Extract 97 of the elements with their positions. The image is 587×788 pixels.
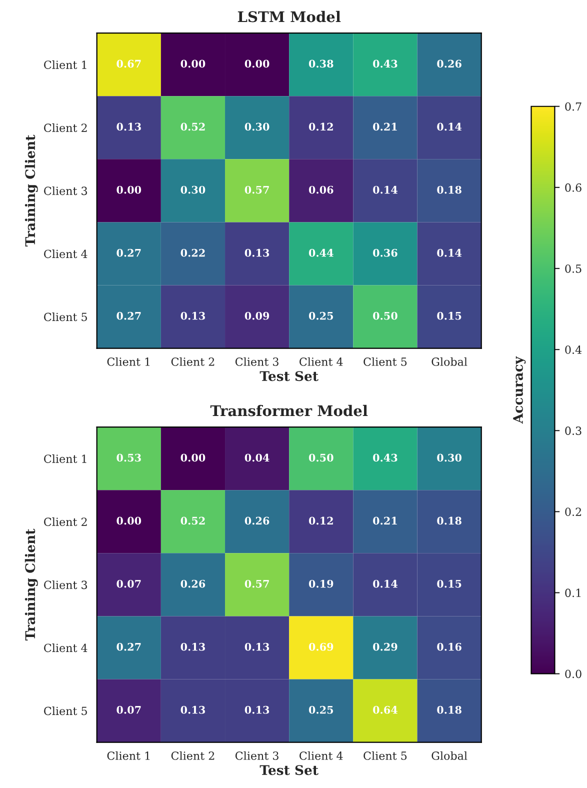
color-bar-label: 0.0 [565,670,582,678]
data-label: 0.13 [180,706,205,714]
data-label: 0.00 [180,60,206,68]
data-label: 0.13 [244,248,270,257]
data-label: 0.15 [437,312,462,320]
data-label: 0.38 [308,60,334,68]
data-label: 0.13 [244,706,270,714]
x-tick-label: Client 5 [364,357,407,366]
data-label: 0.04 [244,454,270,462]
data-label: 0.12 [308,122,333,131]
x-tick-label: Global [432,751,468,760]
y-tick-label: Client 3 [44,580,87,590]
y-axis-title: Training Client [24,528,38,641]
chart-title: Transformer Model [210,404,368,416]
x-tick-label: Client 1 [107,751,150,760]
x-tick-label: Client 2 [171,357,214,366]
data-label: 0.27 [116,642,141,651]
data-label: 0.50 [308,454,334,462]
data-label: 0.25 [308,706,334,714]
data-label: 0.14 [373,186,398,194]
data-label: 0.53 [116,454,141,462]
data-label: 0.14 [437,122,462,131]
data-label: 0.30 [437,454,462,462]
x-tick-label: Client 2 [171,751,214,760]
y-tick-label: Client 4 [44,644,88,652]
data-label: 0.57 [244,580,269,588]
data-label: 0.26 [180,580,206,588]
x-tick-label: Client 5 [364,751,407,760]
data-label: 0.14 [437,248,462,257]
data-label: 0.19 [308,580,334,588]
chart-title: LSTM Model [238,10,341,22]
data-label: 0.00 [116,516,142,525]
data-label: 0.18 [437,706,462,714]
data-label: 0.43 [373,454,398,462]
y-tick-label: Client 2 [44,123,87,132]
x-tick-label: Global [432,357,468,366]
data-label: 0.00 [116,186,142,194]
data-label: 0.21 [373,516,397,525]
y-axis-title: Training Client [24,134,38,247]
data-label: 0.27 [116,248,141,257]
y-tick-label: Client 4 [44,250,88,258]
y-tick-label: Client 3 [44,186,87,196]
data-label: 0.22 [180,248,205,257]
data-label: 0.36 [373,248,398,257]
data-label: 0.69 [308,642,334,651]
data-label: 0.30 [244,122,270,131]
data-label: 0.26 [437,60,462,68]
data-label: 0.00 [180,454,206,462]
data-label: 0.52 [180,122,205,131]
data-label: 0.43 [373,60,398,68]
data-label: 0.52 [180,516,205,525]
x-axis-title: Test Set [260,765,318,776]
data-label: 0.13 [244,642,270,651]
x-tick-label: Client 3 [235,751,278,760]
x-tick-label: Client 1 [107,357,150,366]
data-label: 0.18 [437,516,462,525]
y-tick-label: Client 5 [44,706,87,716]
color-bar-label: 0.3 [565,426,582,435]
data-label: 0.14 [373,580,398,588]
color-bar-title: Accuracy [513,356,526,424]
data-label: 0.21 [373,122,397,131]
data-label: 0.15 [437,580,462,588]
color-bar-label: 0.2 [565,508,582,516]
data-label: 0.30 [180,186,206,194]
y-tick-label: Client 2 [44,517,87,526]
y-tick-label: Client 5 [44,312,87,322]
data-label: 0.12 [308,516,333,525]
data-label: 0.64 [373,706,398,714]
data-label: 0.00 [244,60,270,68]
data-label: 0.25 [308,312,334,320]
y-tick-label: Client 1 [44,60,86,69]
data-label: 0.13 [180,312,205,320]
color-bar-label: 0.4 [565,346,582,354]
x-tick-label: Client 4 [300,357,343,366]
data-label: 0.29 [373,642,398,651]
data-label: 0.57 [244,186,269,194]
color-bar-label: 0.7 [565,102,582,111]
data-label: 0.50 [373,312,398,320]
data-label: 0.67 [116,60,141,68]
data-label: 0.07 [116,580,141,588]
color-bar-label: 0.5 [565,264,582,273]
data-label: 0.06 [308,186,334,194]
data-label: 0.16 [437,642,462,651]
data-label: 0.26 [244,516,270,525]
data-label: 0.27 [116,312,141,320]
data-label: 0.18 [437,186,462,194]
data-label: 0.13 [116,122,141,131]
data-label: 0.09 [244,312,270,320]
data-label: 0.13 [180,642,205,651]
x-axis-title: Test Set [260,371,318,382]
x-tick-label: Client 4 [300,751,343,760]
data-label: 0.44 [308,248,334,257]
data-label: 0.07 [116,706,141,714]
color-bar-label: 0.1 [565,588,581,598]
color-bar-label: 0.6 [565,183,582,192]
x-tick-label: Client 3 [235,357,278,366]
y-tick-label: Client 1 [44,454,86,463]
